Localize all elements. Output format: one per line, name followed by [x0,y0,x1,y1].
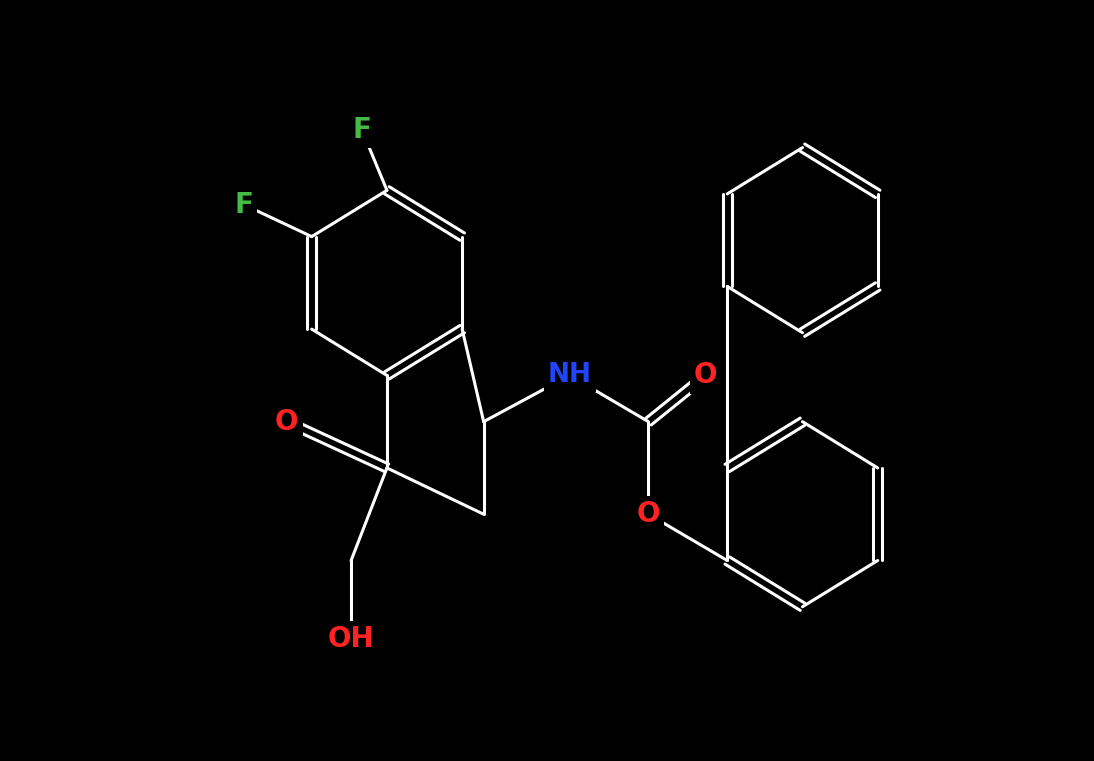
Text: O: O [275,408,299,436]
Text: NH: NH [548,362,592,388]
Text: O: O [637,500,660,528]
Text: F: F [352,116,371,144]
Text: O: O [694,361,718,390]
Text: F: F [234,190,253,218]
Text: OH: OH [328,625,374,653]
